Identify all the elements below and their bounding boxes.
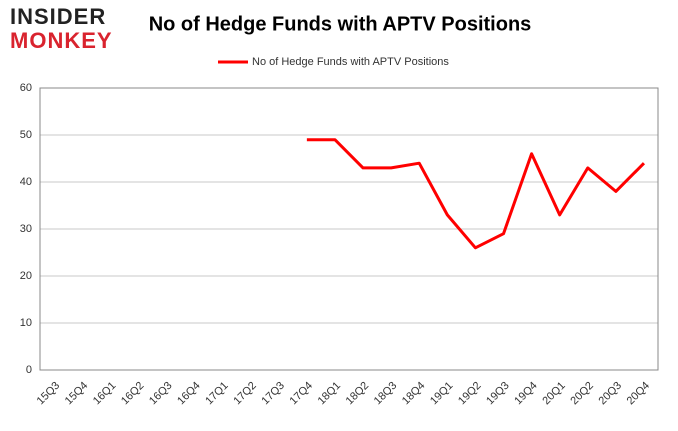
y-tick-label: 30 <box>20 223 32 235</box>
plot-frame <box>39 87 659 371</box>
y-tick-label: 10 <box>20 317 32 329</box>
y-tick-label: 40 <box>20 176 32 188</box>
series-line <box>306 138 646 250</box>
y-tick-label: 50 <box>20 129 32 141</box>
y-tick-label: 0 <box>26 364 32 376</box>
logo-line1: INSIDER <box>10 4 106 29</box>
y-tick-label: 20 <box>20 270 32 282</box>
logo-line2: MONKEY <box>10 28 113 53</box>
chart-title: No of Hedge Funds with APTV Positions <box>149 13 532 35</box>
legend-label: No of Hedge Funds with APTV Positions <box>252 56 449 68</box>
y-tick-label: 60 <box>20 82 32 94</box>
